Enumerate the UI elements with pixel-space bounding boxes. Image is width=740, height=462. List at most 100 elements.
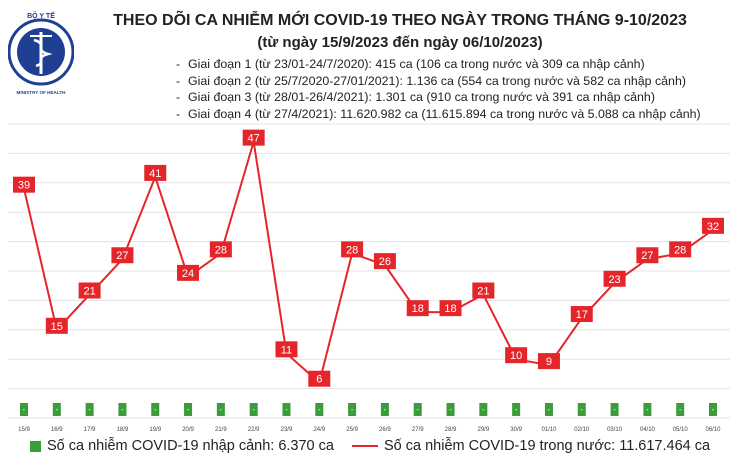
data-label: 11 — [281, 344, 292, 356]
data-label: 27 — [641, 250, 653, 262]
legend-swatch-domestic — [352, 445, 378, 448]
imported-bar — [282, 403, 291, 416]
legend-domestic: Số ca nhiễm COVID-19 trong nước: 11.617.… — [352, 438, 710, 454]
data-label: 28 — [215, 244, 227, 256]
chart-title: THEO DÕI CA NHIỄM MỚI COVID-19 THEO NGÀY… — [113, 12, 687, 29]
ministry-of-health-logo — [8, 18, 74, 86]
logo-text-bottom: MINISTRY OF HEALTH — [17, 90, 67, 95]
imported-bar-label: - — [416, 405, 419, 414]
x-tick-label: 15/9 — [18, 427, 30, 433]
data-label-box — [78, 282, 101, 299]
imported-bar-label: - — [220, 405, 223, 414]
stage-item: - Giai đoạn 3 (từ 28/01-26/4/2021): 1.301… — [176, 90, 655, 104]
x-tick-label: 24/9 — [313, 427, 325, 433]
legend-swatch-imported — [30, 440, 41, 452]
data-label-box — [373, 253, 396, 270]
x-tick-label: 04/10 — [640, 427, 656, 433]
imported-bar — [512, 403, 521, 416]
imported-bar-label: - — [548, 405, 551, 414]
imported-bar-label: - — [580, 405, 583, 414]
data-labels: 39 15 21 27 41 24 28 47 11 6 28 26 18 18 21 10 9 17 23 27 28… — [13, 129, 724, 387]
data-label: 28 — [346, 244, 358, 256]
imported-bar-label: - — [121, 405, 124, 414]
x-tick-labels: 15/9 16/9 17/9 18/9 19/9 20/9 21/9 22/9 23/9 24/9… — [18, 427, 721, 433]
imported-bar-label: - — [613, 405, 616, 414]
stage-text: Giai đoạn 3 (từ 28/01-26/4/2021): 1.301 … — [188, 90, 655, 104]
imported-bar — [544, 403, 553, 416]
imported-bar — [380, 403, 389, 416]
x-tick-label: 19/9 — [149, 427, 161, 433]
data-label-box — [242, 129, 265, 146]
legend-label-domestic: Số ca nhiễm COVID-19 trong nước: 11.617.… — [384, 438, 711, 454]
data-label-box — [13, 176, 35, 193]
x-tick-label: 30/9 — [510, 427, 522, 433]
imported-bar-label: - — [384, 405, 387, 414]
imported-bar — [643, 403, 652, 416]
x-tick-label: 16/9 — [51, 427, 63, 433]
imported-bar — [118, 403, 127, 416]
imported-bar — [709, 403, 717, 416]
data-label: 17 — [576, 309, 588, 321]
data-label-box — [603, 270, 626, 287]
x-tick-label: 06/10 — [705, 427, 721, 433]
data-label: 23 — [608, 274, 620, 286]
imported-bar — [151, 403, 160, 416]
data-label-box — [439, 300, 462, 317]
imported-bar-label: - — [712, 405, 715, 414]
data-label: 21 — [477, 286, 489, 298]
imported-bar-label: - — [252, 405, 255, 414]
data-label: 6 — [316, 374, 322, 386]
data-label-box — [45, 317, 68, 334]
data-label-box — [177, 264, 200, 281]
legend-imported: Số ca nhiễm COVID-19 nhập cảnh: 6.370 ca — [30, 438, 334, 454]
imported-bar — [577, 403, 586, 416]
logo-text-layer: BỘ Y TẾ MINISTRY OF HEALTH — [17, 10, 67, 95]
imported-bar-label: - — [679, 405, 682, 414]
x-tick-label: 28/9 — [445, 427, 457, 433]
imported-bar-label: - — [449, 405, 452, 414]
x-tick-label: 25/9 — [346, 427, 358, 433]
imported-bar — [52, 403, 61, 416]
x-tick-label: 05/10 — [673, 427, 689, 433]
data-label: 9 — [546, 356, 552, 368]
imported-bar-label: - — [88, 405, 91, 414]
data-label-box — [341, 241, 364, 258]
data-label-box — [702, 217, 724, 234]
data-label-box — [669, 241, 692, 258]
imported-bar — [315, 403, 324, 416]
data-label-box — [275, 341, 298, 358]
imported-bar — [610, 403, 619, 416]
imported-bar — [216, 403, 225, 416]
stage-item: - Giai đoạn 2 (từ 25/7/2020-27/01/2021): … — [176, 73, 686, 88]
x-tick-label: 02/10 — [574, 427, 590, 433]
data-label-box — [209, 241, 232, 258]
imported-bar-label: - — [515, 405, 518, 414]
stage-item: - Giai đoạn 4 (từ 27/4/2021): 11.620.982 … — [176, 106, 701, 121]
data-label: 26 — [379, 256, 391, 268]
legend-label-imported: Số ca nhiễm COVID-19 nhập cảnh: 6.370 ca — [47, 438, 334, 454]
stage-summary-list: - Giai đoạn 1 (từ 23/01-24/7/2020): 415 c… — [176, 56, 701, 122]
gridlines — [8, 123, 730, 419]
imported-bar — [249, 403, 258, 416]
data-label: 18 — [412, 303, 424, 315]
imported-bar — [348, 403, 357, 416]
data-label-box — [308, 370, 331, 387]
domestic-line-start — [23, 188, 58, 331]
data-label: 21 — [83, 286, 95, 298]
data-label: 39 — [18, 180, 30, 192]
imported-bar — [20, 403, 28, 416]
imported-bar-label: - — [23, 405, 26, 414]
data-label-box — [472, 282, 495, 299]
x-tick-label: 18/9 — [117, 427, 129, 433]
imported-bar-label: - — [55, 405, 58, 414]
imported-bar-label: - — [351, 405, 354, 414]
imported-bar-label: - — [482, 405, 485, 414]
x-tick-label: 27/9 — [412, 427, 424, 433]
data-label: 41 — [149, 168, 161, 180]
data-label-box — [406, 300, 429, 317]
x-tick-label: 23/9 — [281, 427, 293, 433]
data-label: 10 — [510, 350, 522, 362]
imported-bar-label: - — [154, 405, 157, 414]
imported-bar — [479, 403, 488, 416]
stage-text: Giai đoạn 1 (từ 23/01-24/7/2020): 415 ca… — [188, 57, 645, 71]
